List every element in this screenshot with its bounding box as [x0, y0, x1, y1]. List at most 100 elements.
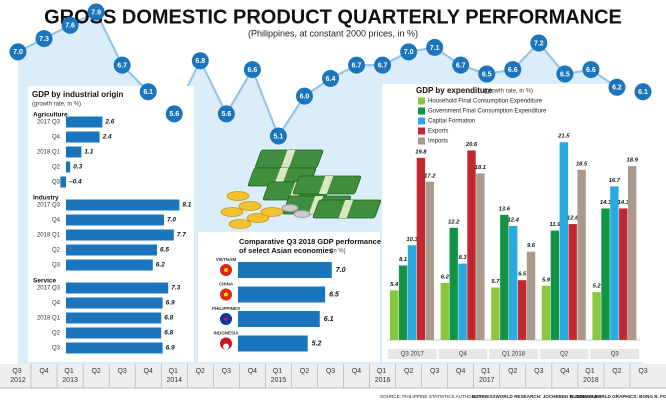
category-band: [539, 349, 589, 359]
legend-label: Capital Formation: [428, 119, 475, 125]
y-tick-label: Q2: [52, 331, 61, 337]
coin: [220, 207, 244, 217]
data-label: 6.8: [164, 330, 173, 337]
bar: [66, 297, 163, 309]
y-tick-label: Q4: [52, 135, 61, 141]
data-label: 20.6: [465, 142, 478, 148]
bar: [526, 251, 536, 340]
legend-swatch: [418, 117, 425, 125]
data-label: 18.5: [576, 161, 588, 167]
data-label: 13.6: [499, 206, 511, 212]
x-tick-label: Q2: [508, 368, 517, 375]
bar: [458, 263, 467, 340]
data-point: [582, 61, 600, 79]
y-tick-label: Q2: [52, 165, 61, 171]
banknote-band: [318, 176, 334, 194]
data-label: 6.5: [329, 291, 339, 298]
x-tick-label: Q3 2012: [10, 368, 26, 384]
panel-subtitle: (growth rate, in %): [484, 89, 533, 95]
x-tick-label: Q3: [117, 368, 126, 375]
y-tick-label: Q3: [52, 346, 61, 352]
data-point: [61, 16, 79, 34]
panel-title: Comparative Q3 2018 GDP performance of s…: [239, 237, 383, 255]
category-band: [489, 349, 538, 359]
data-label: 6.6: [586, 67, 596, 74]
x-tick-label: Q4: [144, 368, 153, 375]
data-label: 2.4: [102, 134, 112, 141]
data-label: 8.3: [459, 255, 468, 261]
subtitle: (Philippines, at constant 2000 prices, i…: [248, 28, 418, 38]
coin: [281, 204, 299, 212]
data-label: 7.3: [171, 285, 180, 292]
y-tick-label: Q3: [52, 180, 61, 186]
data-label: 6.8: [195, 58, 205, 65]
data-label: 10.3: [406, 237, 418, 243]
data-label: 1.1: [84, 149, 93, 156]
bar: [66, 282, 169, 294]
bar: [610, 186, 619, 340]
bar: [619, 208, 628, 340]
coin: [246, 213, 270, 223]
data-label: 7.9: [91, 9, 101, 16]
bar: [467, 150, 476, 340]
data-label: 14.3: [618, 200, 630, 206]
x-tick-label: Q4: [39, 368, 48, 375]
bar: [66, 116, 103, 128]
coin: [226, 191, 250, 201]
category-label: VIETNAM: [216, 257, 237, 262]
data-label: 14.3: [600, 200, 612, 206]
data-point: [295, 87, 313, 105]
bar: [416, 157, 426, 340]
data-point: [35, 30, 53, 48]
data-label: 6.2: [612, 85, 622, 92]
data-label: 6.7: [456, 62, 466, 69]
coin: [293, 210, 311, 218]
data-label: 6.0: [300, 93, 310, 100]
bar: [66, 259, 153, 271]
category-label: INDONESIA: [213, 331, 239, 336]
legend-swatch: [418, 97, 425, 105]
data-label: 12.4: [508, 217, 520, 223]
bar: [66, 342, 163, 354]
flag-detail: [224, 268, 228, 272]
data-label: 5.6: [169, 111, 179, 118]
bar: [238, 262, 332, 278]
x-tick-label: Q4: [248, 368, 257, 375]
data-label: 2.6: [104, 119, 114, 126]
data-point: [400, 43, 418, 61]
y-tick-label: 2018 Q1: [37, 233, 61, 239]
x-tick-label: Q3: [638, 368, 647, 375]
data-point: [165, 105, 183, 123]
bar: [66, 199, 180, 211]
bar: [407, 245, 417, 340]
data-label: 7.2: [534, 40, 544, 47]
data-label: 5.2: [312, 340, 322, 347]
bar: [398, 265, 408, 340]
legend-label: Household Final Consumption Expenditure: [428, 99, 543, 105]
x-tick-label: Q1 2013: [62, 368, 78, 384]
bar: [238, 335, 308, 352]
footer-credit: SOURCE: PHILIPPINE STATISTICS AUTHORITY: [380, 394, 482, 399]
data-point: [243, 61, 261, 79]
legend-swatch: [418, 137, 425, 145]
x-tick-label: Q1 2015: [271, 368, 287, 384]
data-label: 7.0: [167, 217, 176, 224]
data-point: [608, 78, 626, 96]
data-label: 5.6: [221, 111, 231, 118]
data-label: 6.5: [560, 71, 570, 78]
bar: [66, 214, 164, 226]
panel-subtitle: (growth rate, in %): [32, 102, 81, 108]
bar: [500, 214, 509, 340]
data-label: 6.5: [160, 247, 169, 254]
group-label: Service: [33, 278, 57, 285]
x-tick-label: Q1 2017: [479, 368, 495, 384]
x-tick-label: Q1 2018: [583, 368, 599, 384]
y-tick-label: Q2: [52, 248, 61, 254]
flag-detail: [224, 292, 228, 297]
category-band: [438, 349, 488, 359]
bar: [390, 290, 399, 340]
flag-detail: [224, 317, 228, 321]
data-label: 7.7: [177, 232, 186, 239]
bar: [66, 161, 71, 173]
data-point: [322, 69, 339, 87]
